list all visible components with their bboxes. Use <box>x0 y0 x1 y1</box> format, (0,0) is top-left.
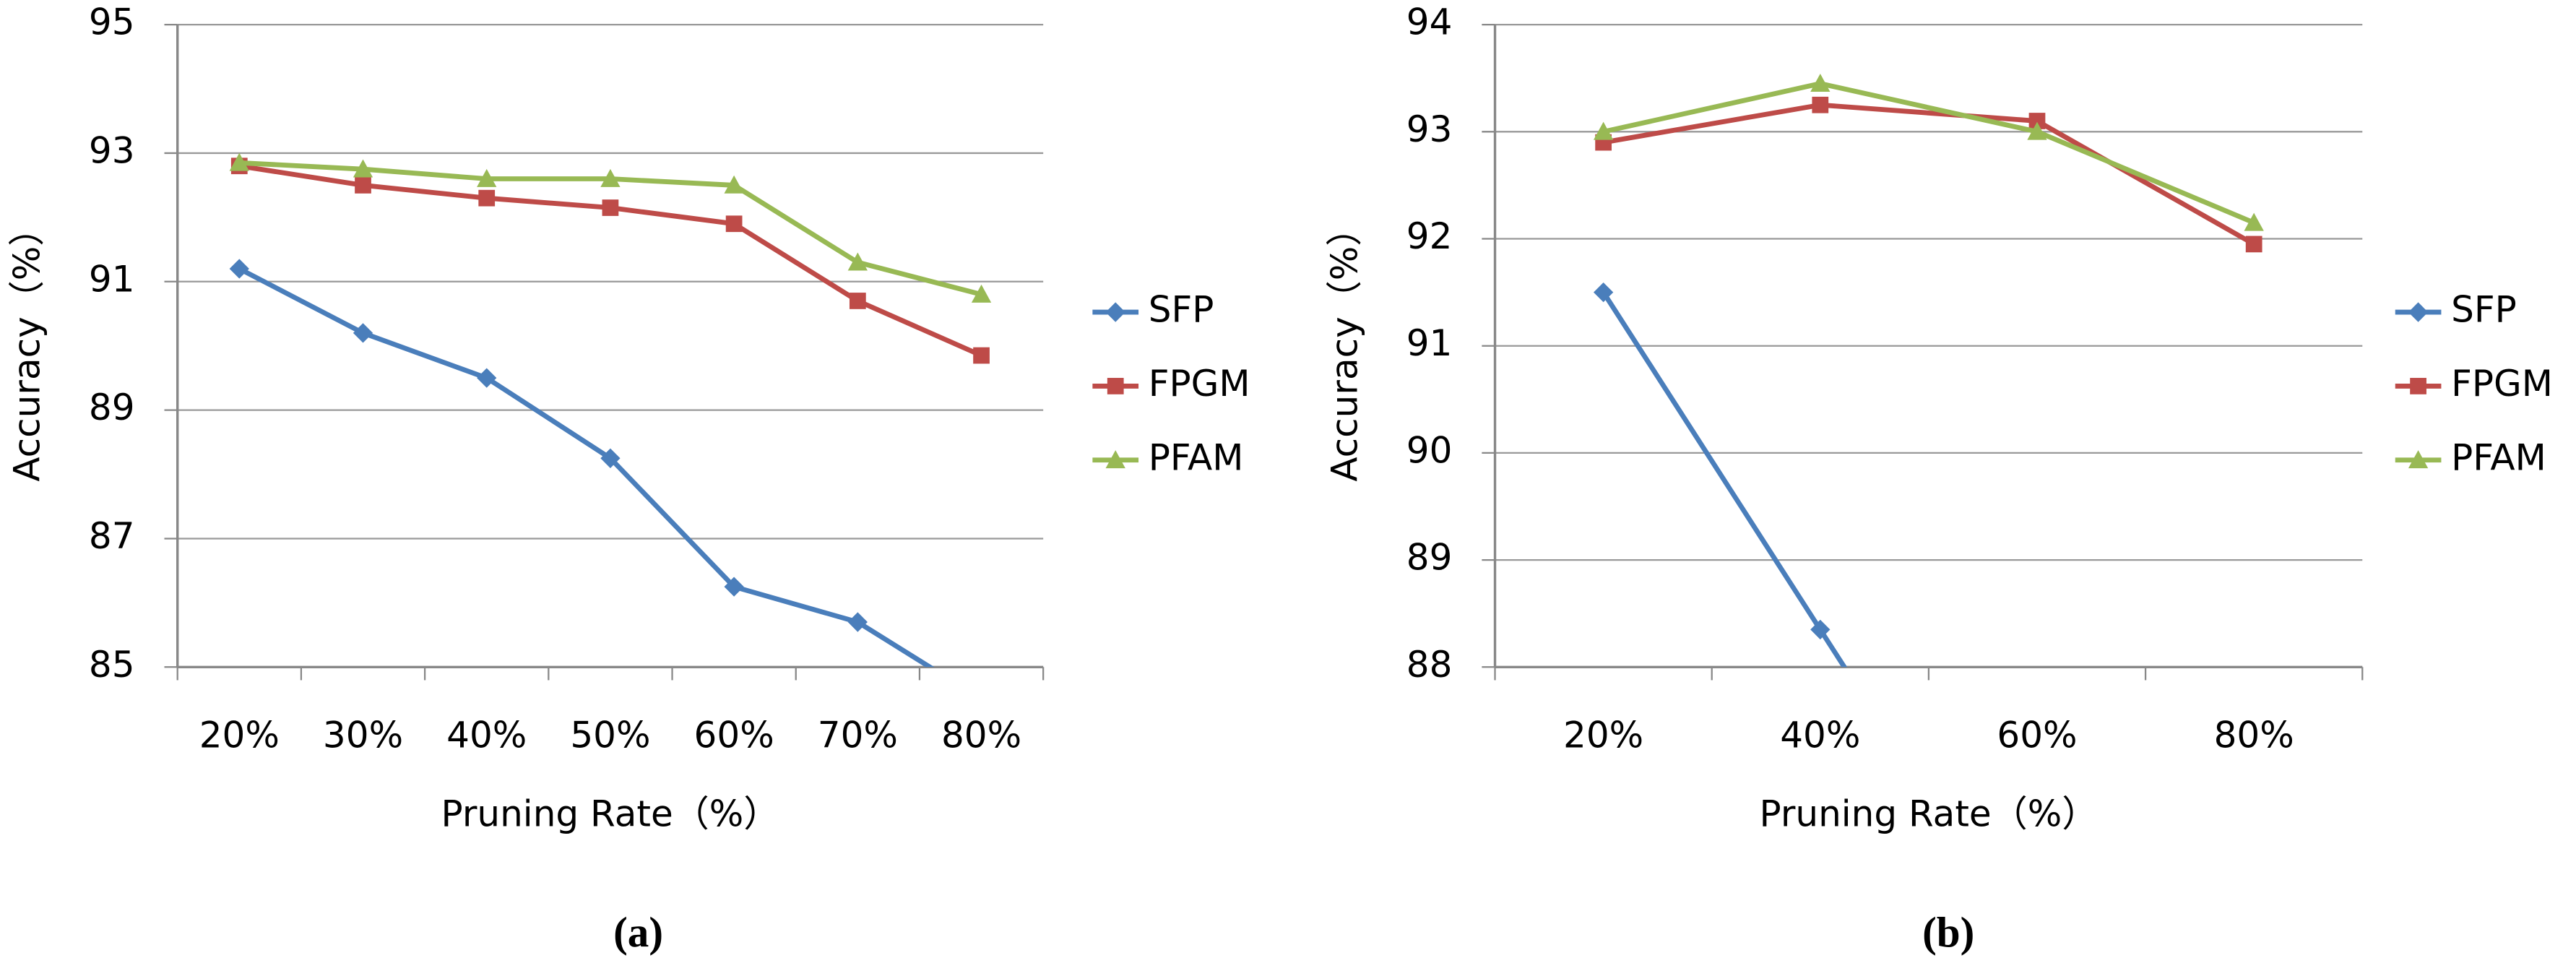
y-tick-label: 95 <box>89 1 135 43</box>
x-tick-label: 70% <box>818 715 898 756</box>
point <box>2245 236 2262 253</box>
point <box>602 199 619 216</box>
point <box>2027 957 2046 971</box>
legend-marker <box>1107 378 1124 394</box>
point <box>724 175 744 194</box>
point <box>477 168 497 187</box>
series-line <box>1602 81 2255 225</box>
x-tick-label: 30% <box>323 715 403 756</box>
point <box>355 177 371 194</box>
legend-label: PFAM <box>2451 436 2546 478</box>
point <box>847 252 868 271</box>
x-tick-label: 20% <box>199 715 280 756</box>
plot <box>229 152 992 709</box>
point <box>847 612 868 632</box>
x-tick-label: 80% <box>941 715 1021 756</box>
x-tick-label: 60% <box>1997 715 2077 756</box>
legend-marker <box>1105 302 1125 322</box>
x-tick-label: 40% <box>1780 715 1860 756</box>
y-axis-title: Accuracy（%） <box>1323 210 1365 482</box>
y-tick-label: 89 <box>1406 537 1453 579</box>
y-tick-label: 92 <box>1406 215 1453 257</box>
point <box>1593 121 1614 140</box>
plot <box>1593 73 2264 971</box>
y-tick-label: 89 <box>89 387 135 428</box>
point <box>1810 619 1831 640</box>
x-tick-label: 50% <box>570 715 650 756</box>
point <box>229 152 249 171</box>
point <box>973 347 990 364</box>
series-line <box>1603 102 2255 246</box>
point <box>972 689 991 709</box>
y-tick-label: 91 <box>1406 322 1453 364</box>
point <box>478 189 496 207</box>
legend-marker <box>2408 302 2429 322</box>
point <box>2244 212 2264 231</box>
point <box>2027 121 2047 140</box>
legend-label: FPGM <box>2451 363 2553 405</box>
point <box>600 448 621 468</box>
legend-label: FPGM <box>1149 363 1250 405</box>
y-tick-label: 88 <box>1406 644 1453 686</box>
y-tick-label: 94 <box>1406 1 1453 43</box>
y-axis-title: Accuracy（%） <box>7 210 48 482</box>
panel-label: (a) <box>613 908 663 956</box>
point <box>971 284 992 303</box>
legend-marker <box>2408 450 2429 469</box>
point <box>600 168 621 187</box>
y-tick-label: 85 <box>89 644 135 686</box>
point <box>2028 113 2046 129</box>
x-tick-label: 40% <box>446 715 527 756</box>
y-tick-label: 93 <box>89 129 135 171</box>
y-tick-label: 93 <box>1406 108 1453 150</box>
x-axis-title: Pruning Rate（%） <box>441 793 780 835</box>
point <box>353 323 373 343</box>
point <box>849 293 866 309</box>
point <box>353 159 373 178</box>
x-axis-title: Pruning Rate（%） <box>1760 793 2099 835</box>
legend-label: SFP <box>1149 289 1214 331</box>
x-tick-label: 80% <box>2214 715 2294 756</box>
legend-label: SFP <box>2451 289 2517 331</box>
point <box>1812 96 1829 113</box>
legend-marker <box>2410 378 2426 394</box>
y-tick-label: 90 <box>1406 429 1453 471</box>
legend-label: PFAM <box>1149 436 1244 478</box>
y-tick-label: 87 <box>89 515 135 557</box>
point <box>229 259 249 279</box>
panel-label: (b) <box>1922 908 1974 956</box>
point <box>725 215 743 233</box>
x-tick-label: 60% <box>694 715 774 756</box>
series-line <box>238 266 935 668</box>
point <box>1810 73 1831 92</box>
y-tick-label: 91 <box>89 258 135 300</box>
x-tick-label: 20% <box>1563 715 1643 756</box>
legend-marker <box>1105 450 1125 469</box>
